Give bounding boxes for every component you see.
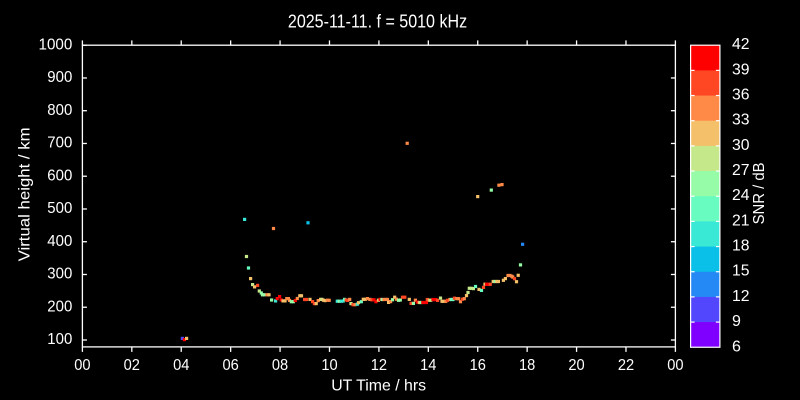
- svg-text:33: 33: [732, 112, 750, 129]
- svg-text:39: 39: [732, 61, 750, 78]
- svg-text:12: 12: [732, 288, 750, 305]
- svg-text:12: 12: [371, 357, 387, 374]
- svg-text:06: 06: [223, 357, 239, 374]
- svg-text:6: 6: [732, 338, 741, 355]
- svg-text:04: 04: [173, 357, 189, 374]
- svg-text:14: 14: [420, 357, 436, 374]
- svg-text:00: 00: [667, 357, 683, 374]
- svg-text:800: 800: [47, 102, 72, 119]
- svg-text:Virtual height / km: Virtual height / km: [17, 127, 34, 261]
- svg-text:22: 22: [618, 357, 634, 374]
- svg-text:15: 15: [732, 263, 750, 280]
- svg-text:21: 21: [732, 212, 750, 229]
- svg-text:500: 500: [47, 200, 72, 217]
- svg-text:600: 600: [47, 167, 72, 184]
- svg-text:02: 02: [124, 357, 140, 374]
- svg-text:900: 900: [47, 69, 72, 86]
- svg-text:200: 200: [47, 298, 72, 315]
- svg-text:18: 18: [732, 238, 750, 255]
- svg-text:SNR / dB: SNR / dB: [751, 162, 768, 224]
- svg-text:30: 30: [732, 137, 750, 154]
- svg-text:08: 08: [272, 357, 288, 374]
- svg-text:300: 300: [47, 266, 72, 283]
- svg-text:2025-11-11. f = 5010 kHz: 2025-11-11. f = 5010 kHz: [288, 11, 467, 32]
- svg-text:42: 42: [732, 36, 750, 53]
- svg-text:9: 9: [732, 313, 741, 330]
- svg-text:100: 100: [47, 331, 72, 348]
- svg-text:UT Time / hrs: UT Time / hrs: [331, 378, 426, 395]
- svg-text:20: 20: [568, 357, 584, 374]
- svg-text:18: 18: [519, 357, 535, 374]
- svg-text:00: 00: [74, 357, 90, 374]
- svg-text:400: 400: [47, 233, 72, 250]
- svg-text:24: 24: [732, 187, 750, 204]
- svg-text:1000: 1000: [39, 36, 73, 53]
- svg-text:700: 700: [47, 135, 72, 152]
- svg-text:36: 36: [732, 87, 750, 104]
- svg-text:16: 16: [470, 357, 486, 374]
- svg-text:10: 10: [321, 357, 337, 374]
- svg-text:27: 27: [732, 162, 750, 179]
